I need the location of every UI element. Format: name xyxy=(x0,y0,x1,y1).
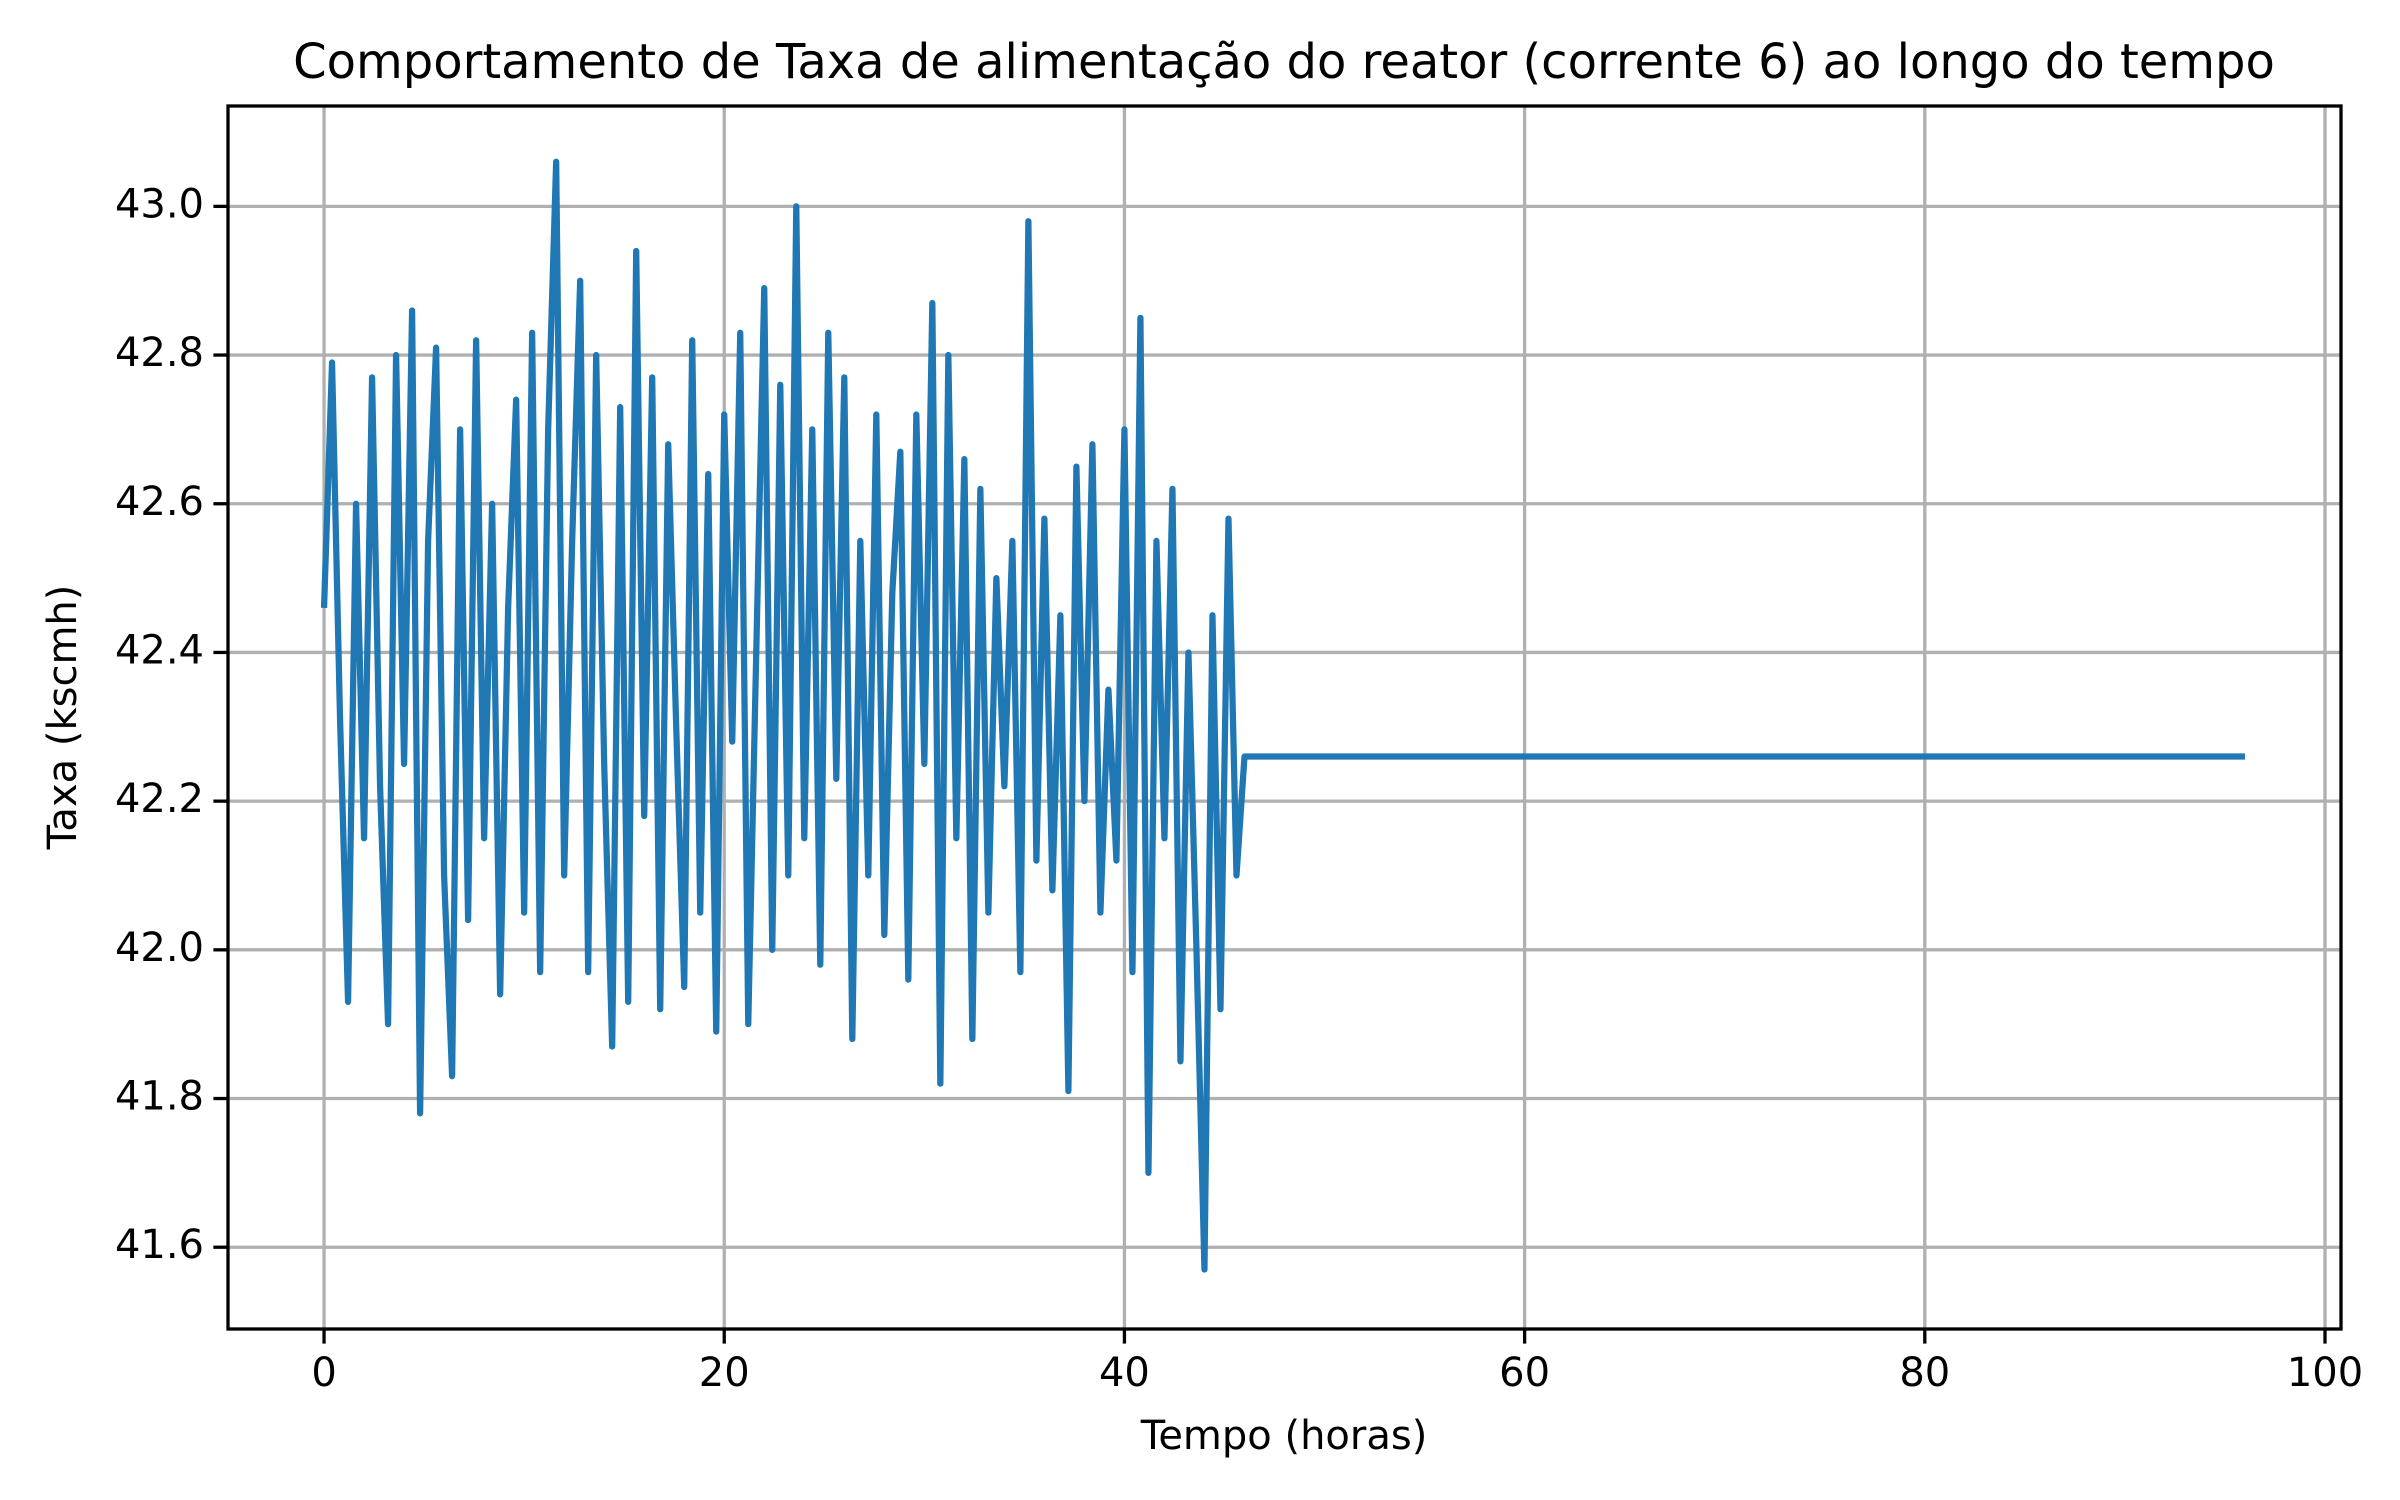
y-tick-label: 42.6 xyxy=(115,479,204,525)
x-tick-label: 20 xyxy=(699,1350,750,1396)
x-tick-label: 0 xyxy=(311,1350,336,1396)
y-tick-label: 42.0 xyxy=(115,925,204,971)
y-axis-label: Taxa (kscmh) xyxy=(40,585,86,851)
y-tick-label: 41.8 xyxy=(115,1074,204,1120)
y-tick-label: 42.4 xyxy=(115,627,204,673)
chart-title: Comportamento de Taxa de alimentação do … xyxy=(293,34,2275,90)
x-tick-label: 60 xyxy=(1499,1350,1550,1396)
x-tick-label: 100 xyxy=(2287,1350,2363,1396)
x-tick-label: 40 xyxy=(1099,1350,1150,1396)
x-tick-label: 80 xyxy=(1899,1350,1950,1396)
y-tick-label: 42.8 xyxy=(115,330,204,376)
y-tick-label: 43.0 xyxy=(115,181,204,227)
data-line xyxy=(320,158,2245,1273)
x-axis-label: Tempo (horas) xyxy=(1140,1413,1428,1459)
y-tick-label: 42.2 xyxy=(115,776,204,822)
plot-frame xyxy=(226,104,2343,1331)
y-tick-label: 41.6 xyxy=(115,1222,204,1268)
